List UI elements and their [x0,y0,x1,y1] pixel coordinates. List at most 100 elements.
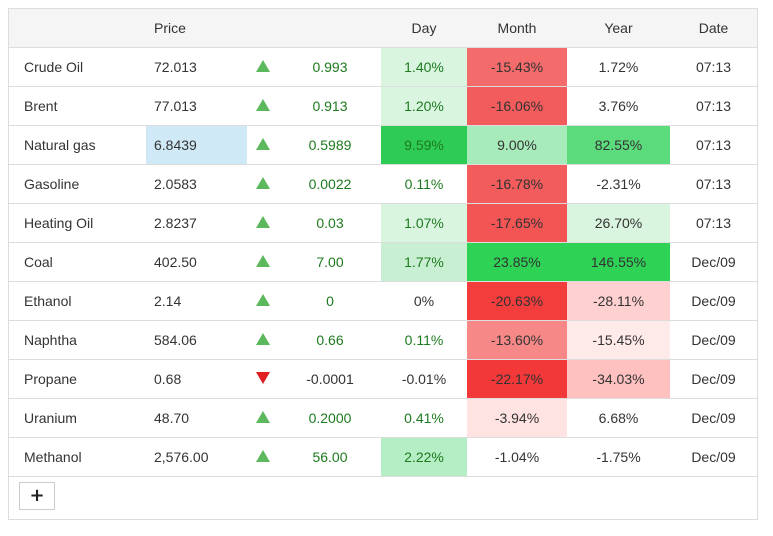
commodity-name: Ethanol [9,281,146,321]
day-change-cell: 2.22% [381,437,467,477]
month-change-cell: 23.85% [467,242,567,282]
direction-cell [247,398,279,438]
commodity-name: Brent [9,86,146,126]
direction-cell [247,125,279,165]
price-cell: 48.70 [146,398,247,438]
table-row[interactable]: Naphtha 584.06 0.66 0.11% -13.60% -15.45% Dec/… [9,320,757,360]
year-change-cell: 146.55% [567,242,670,282]
header-month[interactable]: Month [467,9,567,48]
year-change-cell: 82.55% [567,125,670,165]
table-row[interactable]: Natural gas 6.8439 0.5989 9.59% 9.00% 82.55% 0… [9,125,757,165]
commodity-name: Methanol [9,437,146,477]
date-cell: Dec/09 [670,281,757,321]
commodities-table: Price Day Month Year Date Crude Oil 72.01… [9,9,757,477]
commodity-name: Coal [9,242,146,282]
price-cell: 2.0583 [146,164,247,204]
day-change-cell: 1.07% [381,203,467,243]
change-cell: 7.00 [279,242,381,282]
year-change-cell: -28.11% [567,281,670,321]
direction-cell [247,86,279,126]
change-cell: 0.2000 [279,398,381,438]
price-cell: 2,576.00 [146,437,247,477]
commodities-table-panel: Price Day Month Year Date Crude Oil 72.01… [8,8,758,520]
header-year[interactable]: Year [567,9,670,48]
add-row-button[interactable]: + [19,482,55,510]
year-change-cell: -1.75% [567,437,670,477]
day-change-cell: 9.59% [381,125,467,165]
year-change-cell: -2.31% [567,164,670,204]
arrow-up-icon [256,60,270,72]
day-change-cell: 0% [381,281,467,321]
direction-cell [247,437,279,477]
arrow-up-icon [256,177,270,189]
table-row[interactable]: Uranium 48.70 0.2000 0.41% -3.94% 6.68% Dec/09 [9,398,757,438]
price-cell: 584.06 [146,320,247,360]
change-cell: 0.0022 [279,164,381,204]
price-cell: 402.50 [146,242,247,282]
header-name [9,9,146,48]
header-direction [247,9,279,48]
date-cell: Dec/09 [670,320,757,360]
table-row[interactable]: Methanol 2,576.00 56.00 2.22% -1.04% -1.75% De… [9,437,757,477]
price-cell: 0.68 [146,359,247,399]
day-change-cell: 0.11% [381,320,467,360]
arrow-up-icon [256,255,270,267]
change-cell: 0.913 [279,86,381,126]
table-row[interactable]: Brent 77.013 0.913 1.20% -16.06% 3.76% 07:13 [9,86,757,126]
header-day[interactable]: Day [381,9,467,48]
change-cell: 0.5989 [279,125,381,165]
year-change-cell: 6.68% [567,398,670,438]
arrow-up-icon [256,138,270,150]
table-row[interactable]: Crude Oil 72.013 0.993 1.40% -15.43% 1.72% 07:… [9,47,757,87]
date-cell: Dec/09 [670,398,757,438]
date-cell: Dec/09 [670,242,757,282]
month-change-cell: -3.94% [467,398,567,438]
change-cell: 56.00 [279,437,381,477]
month-change-cell: -1.04% [467,437,567,477]
direction-cell [247,359,279,399]
year-change-cell: 26.70% [567,203,670,243]
year-change-cell: -34.03% [567,359,670,399]
month-change-cell: 9.00% [467,125,567,165]
month-change-cell: -20.63% [467,281,567,321]
commodity-name: Crude Oil [9,47,146,87]
table-row[interactable]: Propane 0.68 -0.0001 -0.01% -22.17% -34.03% De… [9,359,757,399]
price-cell: 72.013 [146,47,247,87]
change-cell: 0 [279,281,381,321]
commodity-name: Heating Oil [9,203,146,243]
arrow-up-icon [256,411,270,423]
change-cell: 0.66 [279,320,381,360]
table-row[interactable]: Heating Oil 2.8237 0.03 1.07% -17.65% 26.70% 0… [9,203,757,243]
day-change-cell: 0.11% [381,164,467,204]
month-change-cell: -15.43% [467,47,567,87]
commodity-name: Propane [9,359,146,399]
price-cell: 6.8439 [146,125,247,165]
arrow-up-icon [256,99,270,111]
date-cell: 07:13 [670,47,757,87]
day-change-cell: 1.40% [381,47,467,87]
year-change-cell: 1.72% [567,47,670,87]
table-row[interactable]: Gasoline 2.0583 0.0022 0.11% -16.78% -2.31% 07… [9,164,757,204]
header-date[interactable]: Date [670,9,757,48]
date-cell: 07:13 [670,125,757,165]
year-change-cell: -15.45% [567,320,670,360]
date-cell: 07:13 [670,164,757,204]
date-cell: Dec/09 [670,437,757,477]
date-cell: 07:13 [670,203,757,243]
table-row[interactable]: Coal 402.50 7.00 1.77% 23.85% 146.55% Dec/09 [9,242,757,282]
price-cell: 77.013 [146,86,247,126]
direction-cell [247,242,279,282]
day-change-cell: 1.77% [381,242,467,282]
direction-cell [247,164,279,204]
commodity-name: Uranium [9,398,146,438]
month-change-cell: -16.06% [467,86,567,126]
direction-cell [247,47,279,87]
month-change-cell: -22.17% [467,359,567,399]
day-change-cell: 1.20% [381,86,467,126]
table-row[interactable]: Ethanol 2.14 0 0% -20.63% -28.11% Dec/09 [9,281,757,321]
direction-cell [247,203,279,243]
header-price[interactable]: Price [146,9,247,48]
month-change-cell: -17.65% [467,203,567,243]
header-change [279,9,381,48]
direction-cell [247,281,279,321]
